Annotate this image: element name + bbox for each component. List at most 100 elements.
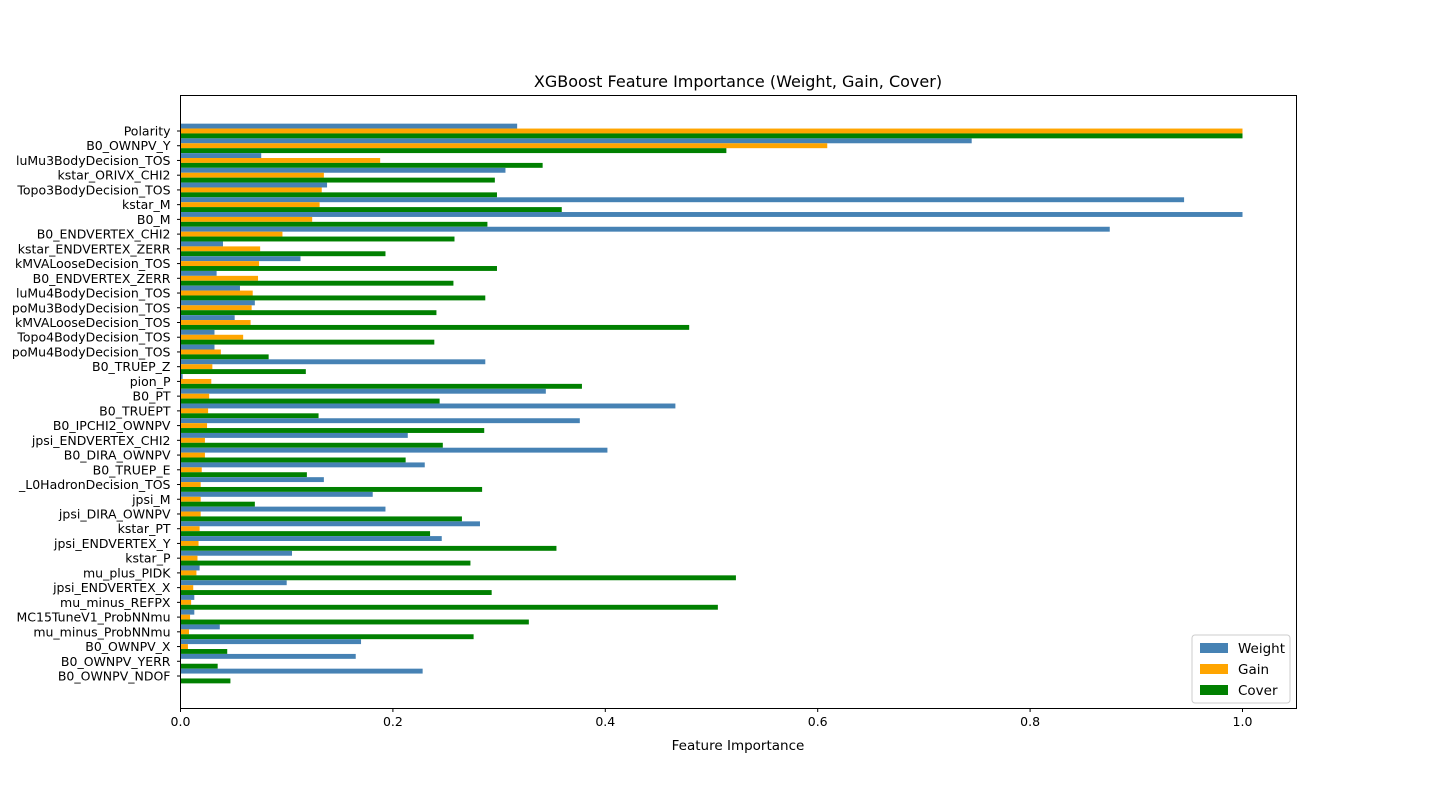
bar-weight	[180, 153, 262, 159]
bar-cover	[180, 501, 255, 507]
bar-weight	[180, 167, 506, 173]
bar-cover	[180, 442, 443, 448]
bar-cover	[180, 236, 455, 242]
bar-weight	[180, 521, 480, 527]
bar-weight	[180, 226, 1110, 232]
bar-cover	[180, 295, 486, 301]
y-tick-label: B0_IPCHI2_OWNPV	[53, 418, 171, 433]
bar-gain	[180, 275, 259, 281]
bar-gain	[180, 261, 260, 267]
bar-weight	[180, 329, 215, 335]
bar-weight	[180, 418, 580, 424]
bar-gain	[180, 231, 283, 237]
bar-weight	[180, 256, 301, 262]
legend-label-cover: Cover	[1238, 683, 1278, 699]
y-tick-label: jpsi_DIRA_OWNPV	[58, 506, 171, 521]
bar-gain	[180, 629, 189, 635]
y-tick-label: kstar_M	[122, 197, 171, 212]
bar-cover	[180, 339, 435, 345]
bar-gain	[180, 393, 210, 399]
bar-cover	[180, 280, 454, 286]
x-tick-label: 0.8	[1020, 714, 1040, 729]
bar-weight	[180, 359, 486, 365]
y-tick-label: B0_M	[137, 212, 171, 227]
bar-cover	[180, 192, 497, 198]
bar-cover	[180, 516, 462, 522]
y-axis-ticks: PolarityB0_OWNPV_YluMu3BodyDecision_TOSk…	[12, 124, 181, 684]
bar-weight	[180, 241, 223, 247]
x-tick-label: 0.0	[171, 714, 191, 729]
bar-cover	[180, 560, 471, 566]
bar-weight	[180, 536, 442, 541]
bar-cover	[180, 457, 406, 463]
x-tick-label: 0.6	[808, 714, 828, 729]
y-tick-label: poMu3BodyDecision_TOS	[12, 300, 171, 315]
bar-cover	[180, 383, 582, 389]
bar-weight	[180, 285, 240, 291]
bar-gain	[180, 246, 261, 252]
bars-layer	[180, 123, 1243, 684]
y-tick-label: pion_P	[130, 374, 171, 389]
bar-weight	[180, 344, 215, 350]
bar-weight	[180, 565, 200, 571]
y-tick-label: poMu4BodyDecision_TOS	[12, 344, 171, 359]
y-tick-label: kstar_P	[125, 551, 171, 566]
y-tick-label: mu_plus_PIDK	[83, 565, 171, 580]
bar-weight	[180, 491, 373, 497]
y-tick-label: B0_TRUEP_Z	[92, 359, 171, 374]
bar-gain	[180, 349, 221, 355]
bar-gain	[180, 202, 320, 208]
bar-cover	[180, 354, 269, 360]
bar-cover	[180, 634, 474, 640]
bar-gain	[180, 526, 200, 532]
bar-gain	[180, 378, 212, 384]
bar-gain	[180, 496, 201, 502]
bar-gain	[180, 364, 213, 370]
bar-gain	[180, 437, 205, 443]
x-tick-label: 0.4	[595, 714, 615, 729]
bar-gain	[180, 290, 253, 296]
bar-cover	[180, 324, 690, 330]
bar-gain	[180, 172, 324, 178]
bar-gain	[180, 452, 205, 458]
bar-weight	[180, 550, 293, 556]
bar-cover	[180, 207, 562, 212]
y-tick-label: B0_DIRA_OWNPV	[64, 448, 171, 463]
bar-cover	[180, 310, 437, 316]
bar-weight	[180, 388, 546, 394]
bar-weight	[180, 197, 1185, 203]
bar-cover	[180, 266, 497, 271]
bar-cover	[180, 649, 228, 654]
bar-cover	[180, 162, 543, 168]
bar-cover	[180, 663, 218, 669]
y-tick-label: B0_OWNPV_X	[85, 639, 171, 654]
bar-weight	[180, 182, 328, 188]
bar-weight	[180, 595, 195, 600]
bar-weight	[180, 315, 235, 321]
legend-swatch-gain	[1200, 664, 1228, 674]
bar-gain	[180, 467, 202, 473]
y-tick-label: kstar_PT	[118, 521, 171, 536]
bar-cover	[180, 678, 231, 684]
bar-cover	[180, 428, 485, 433]
y-tick-label: Polarity	[124, 124, 171, 139]
y-tick-label: B0_PT	[133, 389, 171, 404]
y-tick-label: jpsi_ENDVERTEX_Y	[53, 536, 171, 551]
y-tick-label: kstar_ORIVX_CHI2	[57, 168, 170, 183]
bar-weight	[180, 447, 608, 453]
bar-weight	[180, 668, 423, 674]
bar-weight	[180, 300, 255, 306]
bar-cover	[180, 251, 386, 257]
bar-cover	[180, 472, 307, 478]
bar-gain	[180, 143, 828, 149]
bar-cover	[180, 221, 488, 227]
bar-cover	[180, 133, 1243, 139]
bar-gain	[180, 614, 191, 620]
bar-gain	[180, 570, 197, 576]
bar-gain	[180, 216, 313, 222]
y-tick-label: jpsi_ENDVERTEX_CHI2	[31, 433, 171, 448]
bar-gain	[180, 511, 201, 517]
bar-cover	[180, 148, 727, 154]
bar-weight	[180, 580, 287, 586]
